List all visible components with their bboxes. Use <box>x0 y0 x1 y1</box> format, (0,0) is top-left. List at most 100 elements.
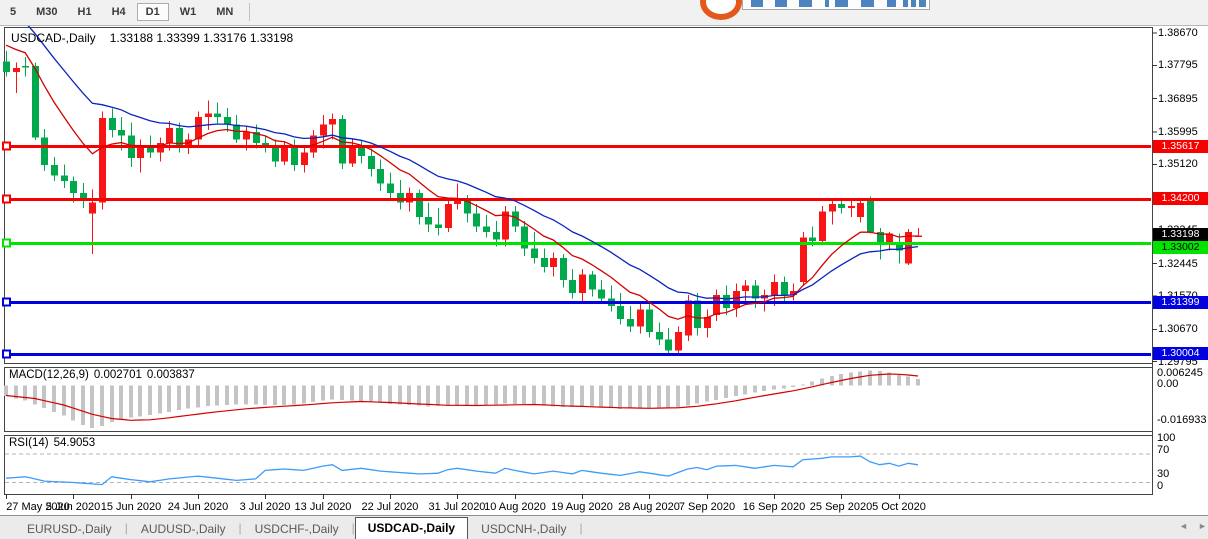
timeframe-button-d1[interactable]: D1 <box>136 3 169 21</box>
candle-body <box>829 204 836 212</box>
price-badge-1.35617: 1.35617 <box>1153 139 1208 153</box>
candle-body <box>166 128 173 143</box>
macd-bar <box>570 385 574 407</box>
current-price-badge: 1.33198 <box>1153 228 1208 242</box>
macd-bar <box>695 385 699 404</box>
candle-body <box>896 244 903 251</box>
macd-bar <box>666 385 670 408</box>
tab-usdchf[interactable]: USDCHF-,Daily <box>254 522 339 536</box>
candle-body <box>656 331 663 340</box>
macd-bar <box>474 385 478 406</box>
timeframe-button-mn[interactable]: MN <box>216 6 234 18</box>
macd-bar <box>340 385 344 400</box>
hline-handle[interactable] <box>2 238 11 248</box>
macd-bar <box>234 385 238 405</box>
macd-bar <box>503 385 507 404</box>
timeframe-button-h1[interactable]: H1 <box>77 6 92 18</box>
hline-1.30004[interactable] <box>5 353 1151 356</box>
candle-body <box>397 192 404 203</box>
macd-bar <box>734 385 738 396</box>
macd-bar <box>129 385 133 418</box>
price-tick-label: 1.35120 <box>1158 158 1198 171</box>
candle-body <box>713 294 720 316</box>
tab-scroll-right-icon[interactable]: ► <box>1198 521 1207 531</box>
price-badge-1.31399: 1.31399 <box>1153 295 1208 309</box>
candle-body <box>118 130 125 136</box>
macd-bar <box>321 385 325 401</box>
candle-body <box>502 211 509 240</box>
tab-usdcad[interactable]: USDCAD-,Daily <box>354 517 469 539</box>
candle-body <box>406 192 413 203</box>
hline-1.34200[interactable] <box>5 198 1151 201</box>
macd-bar <box>388 385 392 404</box>
timeframe-button-5[interactable]: 5 <box>10 6 17 18</box>
price-badge-1.33002: 1.33002 <box>1153 241 1208 255</box>
candle-body <box>617 305 624 319</box>
candle-body <box>176 128 183 147</box>
tab-eurusd[interactable]: EURUSD-,Daily <box>27 522 112 536</box>
hline-handle[interactable] <box>2 194 11 204</box>
timeframe-button-m30[interactable]: M30 <box>36 6 58 18</box>
tab-scroll-left-icon[interactable]: ◄ <box>1179 521 1188 531</box>
candle-body <box>665 339 672 351</box>
tab-audusd[interactable]: AUDUSD-,Daily <box>140 522 226 536</box>
timeframe-button-h4[interactable]: H4 <box>111 6 126 18</box>
hline-1.35617[interactable] <box>5 145 1151 148</box>
timeframe-button-w1[interactable]: W1 <box>179 6 197 18</box>
macd-bar <box>273 385 277 405</box>
macd-bar <box>62 385 66 416</box>
candle-body <box>253 131 260 143</box>
candle-body <box>742 285 749 292</box>
candle-body <box>137 146 144 158</box>
tab-separator: | <box>124 521 128 535</box>
macd-bar <box>714 385 718 400</box>
hline-handle[interactable] <box>2 297 11 307</box>
macd-bar <box>369 385 373 402</box>
macd-bar <box>772 385 776 390</box>
candle-body <box>781 281 788 295</box>
candle-body <box>800 237 807 282</box>
hline-handle[interactable] <box>2 349 11 359</box>
candle-body <box>243 131 250 140</box>
date-tick-label: 13 Jul 2020 <box>294 501 352 513</box>
hline-handle[interactable] <box>2 141 11 151</box>
macd-bar <box>609 385 613 409</box>
macd-bar <box>638 385 642 408</box>
macd-bar <box>686 385 690 406</box>
candle-body <box>531 248 538 258</box>
price-chart-canvas[interactable] <box>0 26 1208 515</box>
candle-body <box>205 113 212 118</box>
date-tick-label: 27 May 2020 <box>6 501 70 513</box>
candle-body <box>445 204 452 229</box>
price-tick-label: 1.38670 <box>1158 27 1198 39</box>
macd-bar <box>628 385 632 409</box>
macd-bar <box>522 385 526 405</box>
price-badge-1.34200: 1.34200 <box>1153 192 1208 206</box>
rsi-name: RSI(14) <box>9 437 49 449</box>
date-tick-label: 5 Jun 2020 <box>45 501 101 513</box>
macd-bar <box>820 378 824 386</box>
partial-icon-5 <box>861 0 874 7</box>
macd-bar <box>359 385 363 402</box>
candle-body <box>886 233 893 245</box>
hline-1.33002[interactable] <box>5 242 1151 245</box>
moving-average-20 <box>27 26 919 300</box>
macd-bar <box>906 376 910 386</box>
partial-icon-3 <box>825 0 829 7</box>
candle-body <box>416 192 423 218</box>
macd-bar <box>839 374 843 386</box>
rsi-axis-label: 70 <box>1157 444 1170 456</box>
candle-body <box>848 205 855 208</box>
macd-signal-value: 0.003837 <box>146 369 195 381</box>
hline-1.31399[interactable] <box>5 301 1151 304</box>
chart-title: USDCAD-,Daily 1.33188 1.33399 1.33176 1.3… <box>11 31 293 45</box>
partial-icon-4 <box>835 0 848 7</box>
tab-usdcnh[interactable]: USDCNH-,Daily <box>481 522 567 536</box>
tab-separator: | <box>351 521 355 535</box>
candle-body <box>550 257 557 268</box>
candle-body <box>80 192 87 201</box>
macd-bar <box>676 385 680 408</box>
macd-bar <box>263 385 267 405</box>
timeframe-button-row: 5 M30 H1 H4 D1 W1 MN <box>0 1 256 23</box>
candle-body <box>22 65 29 68</box>
